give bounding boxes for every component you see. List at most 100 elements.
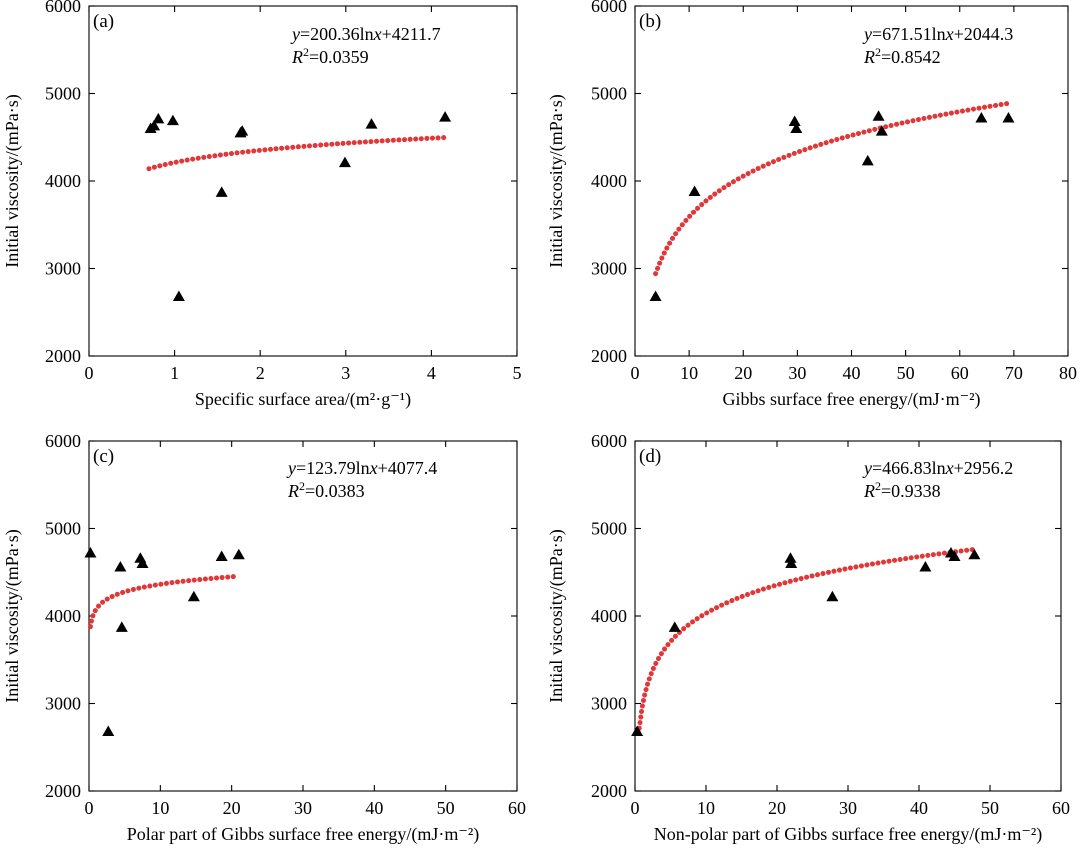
x-tick-label: 50 (981, 798, 999, 818)
x-tick-label: 10 (680, 363, 698, 383)
data-point-triangle (688, 185, 701, 196)
y-tick-label: 3000 (591, 694, 627, 714)
data-point-triangle (788, 115, 801, 126)
data-point-triangle (948, 550, 961, 561)
data-point-triangle (365, 118, 378, 129)
data-point-triangle (919, 561, 932, 572)
y-tick-label: 5000 (591, 519, 627, 539)
chart-panel-d: 0 10 20 30 40 50 60 2000 3000 4000 5000 6000 Non-pol… (546, 431, 1070, 845)
y-tick-label: 3000 (591, 259, 627, 279)
y-tick-label: 6000 (45, 431, 81, 451)
data-point-triangle (215, 186, 228, 197)
x-tick-label: 0 (631, 798, 640, 818)
y-tick-label: 6000 (591, 0, 627, 16)
data-point-triangle (102, 725, 115, 736)
y-tick-label: 5000 (45, 84, 81, 104)
chart-panel-c: 0 10 20 30 40 50 60 2000 3000 4000 5000 6000 Polar p… (2, 431, 526, 845)
y-tick-label: 4000 (45, 606, 81, 626)
x-tick-label: 80 (1059, 363, 1077, 383)
chart-panel-b: 0 10 20 30 40 50 60 70 80 2000 3000 4000 5000 6000 Gib… (546, 0, 1077, 410)
data-point-triangle (215, 550, 228, 561)
y-tick-label: 6000 (45, 0, 81, 16)
y-axis-label: Initial viscosity/(mPa·s) (2, 529, 23, 702)
x-tick-label: 50 (897, 363, 915, 383)
x-tick-label: 60 (951, 363, 969, 383)
y-tick-label: 4000 (45, 171, 81, 191)
data-point-triangle (649, 290, 662, 301)
data-point-triangle (1002, 112, 1015, 123)
data-point-triangle (114, 561, 127, 572)
data-point-triangle (790, 122, 803, 133)
x-tick-label: 0 (85, 363, 94, 383)
y-tick-label: 5000 (591, 84, 627, 104)
data-point-triangle (784, 552, 797, 563)
data-point-triangle (166, 114, 179, 126)
fit-equation: y=671.51lnx+2044.3 (862, 24, 1013, 44)
data-point-triangle (338, 156, 351, 168)
fit-curve (653, 100, 1011, 277)
plot-frame (634, 440, 1062, 792)
data-point-triangle (84, 547, 97, 558)
x-tick-label: 40 (365, 798, 383, 818)
y-tick-label: 4000 (591, 171, 627, 191)
x-tick-label: 40 (843, 363, 861, 383)
data-point-triangle (631, 725, 644, 736)
data-point-triangle (152, 112, 165, 124)
data-point-triangle (875, 125, 888, 136)
x-tick-label: 20 (223, 798, 241, 818)
x-tick-label: 20 (734, 363, 752, 383)
fit-equation: y=123.79lnx+4077.4 (286, 458, 437, 478)
panel-label: (b) (639, 11, 661, 32)
x-tick-label: 10 (697, 798, 715, 818)
x-axis-label: Specific surface area/(m²·g⁻¹) (195, 389, 411, 410)
x-tick-label: 20 (768, 798, 786, 818)
x-tick-label: 10 (151, 798, 169, 818)
data-point-triangle (172, 290, 185, 301)
r-squared-label: R2=0.8542 (863, 45, 941, 67)
y-tick-label: 2000 (591, 346, 627, 366)
x-tick-label: 1 (170, 363, 179, 383)
x-tick-label: 40 (910, 798, 928, 818)
y-axis-label: Initial viscosity/(mPa·s) (546, 529, 567, 702)
data-point-triangle (136, 557, 149, 568)
fit-curve (636, 546, 979, 731)
y-axis-label: Initial viscosity/(mPa·s) (546, 94, 567, 267)
data-point-triangle (975, 112, 988, 123)
panel-label: (a) (93, 11, 114, 32)
data-point-triangle (668, 621, 681, 632)
chart-panel-a: 0 1 2 3 4 5 2000 3000 4000 5000 6000 Specific surfa… (2, 0, 522, 410)
x-tick-label: 50 (437, 798, 455, 818)
x-tick-label: 30 (788, 363, 806, 383)
x-tick-label: 4 (427, 363, 436, 383)
data-point-triangle (148, 119, 161, 131)
fit-curve (87, 574, 238, 630)
y-tick-label: 4000 (591, 606, 627, 626)
x-tick-label: 30 (294, 798, 312, 818)
y-tick-label: 2000 (45, 346, 81, 366)
x-tick-label: 60 (1052, 798, 1070, 818)
data-point-triangle (187, 590, 200, 602)
y-axis-label: Initial viscosity/(mPa·s) (2, 94, 23, 267)
y-tick-label: 3000 (45, 694, 81, 714)
r-squared-label: R2=0.9338 (863, 479, 941, 501)
data-point-triangle (785, 557, 798, 568)
x-tick-label: 0 (631, 363, 640, 383)
y-tick-label: 5000 (45, 519, 81, 539)
y-tick-label: 3000 (45, 259, 81, 279)
y-tick-label: 2000 (591, 781, 627, 801)
x-tick-label: 5 (513, 363, 522, 383)
fit-equation: y=466.83lnx+2956.2 (862, 458, 1013, 478)
data-point-triangle (968, 548, 981, 560)
data-point-triangle (826, 590, 839, 602)
r-squared-label: R2=0.0383 (287, 479, 365, 501)
plot-frame (634, 5, 1069, 357)
x-tick-label: 60 (508, 798, 526, 818)
panel-label: (c) (93, 446, 114, 467)
panel-label: (d) (639, 446, 661, 467)
data-point-triangle (872, 110, 885, 121)
x-tick-label: 30 (839, 798, 857, 818)
x-axis-label: Gibbs surface free energy/(mJ·m⁻²) (723, 389, 981, 410)
fit-equation: y=200.36lnx+4211.7 (290, 24, 441, 44)
data-point-triangle (439, 111, 452, 122)
